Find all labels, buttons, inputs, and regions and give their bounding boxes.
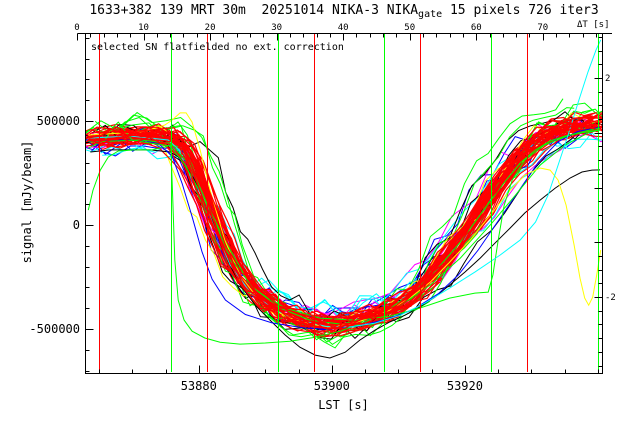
top-tick-label: 10 — [138, 23, 149, 33]
top-tick-label: 60 — [471, 23, 482, 33]
top-tick-label: 70 — [537, 23, 548, 33]
x-tick-label: 53880 — [181, 379, 217, 393]
top-axis-title: ΔT [s] — [577, 20, 610, 30]
plot-annotation: selected SN flatfielded no ext. correcti… — [91, 42, 344, 53]
right-tick-label: 2 — [605, 74, 610, 84]
trace-green-late-rise — [88, 127, 601, 321]
y-tick-label: 500000 — [37, 114, 80, 128]
trace-green-early-drop — [87, 129, 601, 345]
x-tick-label: 53920 — [447, 379, 483, 393]
trace — [86, 135, 602, 319]
top-tick-label: 30 — [271, 23, 282, 33]
trace — [86, 117, 602, 329]
trace-blue-early-drop — [88, 126, 601, 330]
y-axis-title: signal [mJy/beam] — [20, 140, 34, 264]
trace — [101, 121, 593, 326]
x-tick-label: 53900 — [314, 379, 350, 393]
plot-title-tail: 15 pixels 726 iter3 — [442, 3, 599, 18]
top-tick-label: 20 — [205, 23, 216, 33]
subscan-markers — [99, 34, 599, 372]
plot-title-subscript: gate — [418, 9, 443, 20]
trace — [93, 125, 601, 321]
top-tick-label: 40 — [338, 23, 349, 33]
tick-labels: 0 10 20 30 40 50 60 70 53880 53900 53920 500000 0 -50… — [29, 23, 615, 393]
axes — [77, 33, 612, 374]
plot-title-main: 1633+382 139 MRT 30m 20251014 NIKA-3 NIK… — [89, 3, 419, 18]
plot-title: 1633+382 139 MRT 30m 20251014 NIKA-3 NIK… — [83, 3, 605, 23]
top-tick-label: 50 — [404, 23, 415, 33]
trace — [92, 122, 596, 323]
top-tick-label: 0 — [74, 23, 79, 33]
traces — [86, 39, 602, 359]
y-tick-label: -500000 — [29, 322, 80, 336]
right-tick-label: -2 — [605, 293, 616, 303]
trace — [91, 121, 586, 330]
y-tick-label: 0 — [73, 218, 80, 232]
trace — [86, 116, 593, 330]
x-axis-title: LST [s] — [318, 398, 369, 412]
